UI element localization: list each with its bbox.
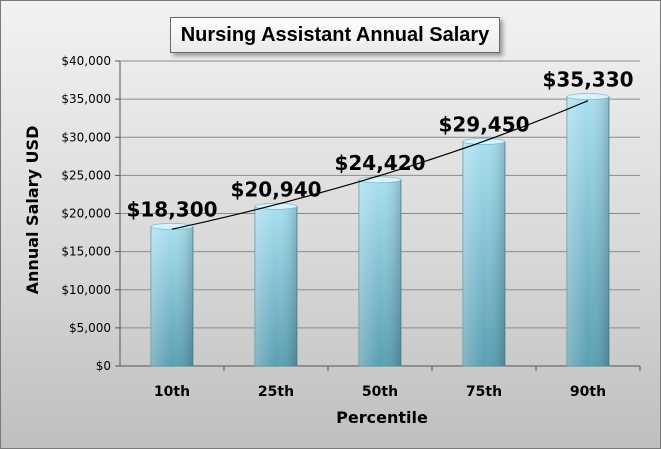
bar-shading <box>463 141 505 366</box>
x-tick-label: 75th <box>466 384 502 400</box>
chart-title-box: Nursing Assistant Annual Salary <box>170 17 500 53</box>
trendline <box>171 100 589 230</box>
chart-title: Nursing Assistant Annual Salary <box>180 23 490 46</box>
y-tick-label: $5,000 <box>69 321 111 335</box>
data-label: $29,450 <box>438 112 529 136</box>
x-tick-label: 50th <box>362 384 398 400</box>
data-label: $35,330 <box>542 68 633 92</box>
bar-shading <box>567 96 609 366</box>
bar-cap <box>566 93 610 100</box>
y-tick-label: $40,000 <box>61 54 111 68</box>
bar-cap <box>150 223 194 230</box>
bar-shading <box>255 206 297 366</box>
y-tick-label: $10,000 <box>61 283 111 297</box>
y-tick-label: $25,000 <box>61 168 111 182</box>
y-tick-label: $30,000 <box>61 130 111 144</box>
bar-shading <box>151 226 193 366</box>
data-label: $24,420 <box>334 151 425 175</box>
y-axis-title: Annual Salary USD <box>23 126 42 295</box>
data-label: $18,300 <box>126 197 217 221</box>
bar-shading <box>359 179 401 366</box>
x-tick-label: 10th <box>154 384 190 400</box>
data-label: $20,940 <box>230 177 321 201</box>
x-tick-label: 90th <box>570 384 606 400</box>
y-tick-label: $20,000 <box>61 207 111 221</box>
x-tick-label: 25th <box>258 384 294 400</box>
y-tick-label: $35,000 <box>61 92 111 106</box>
x-axis-title: Percentile <box>336 408 428 427</box>
y-tick-label: $0 <box>96 359 111 373</box>
y-tick-label: $15,000 <box>61 245 111 259</box>
